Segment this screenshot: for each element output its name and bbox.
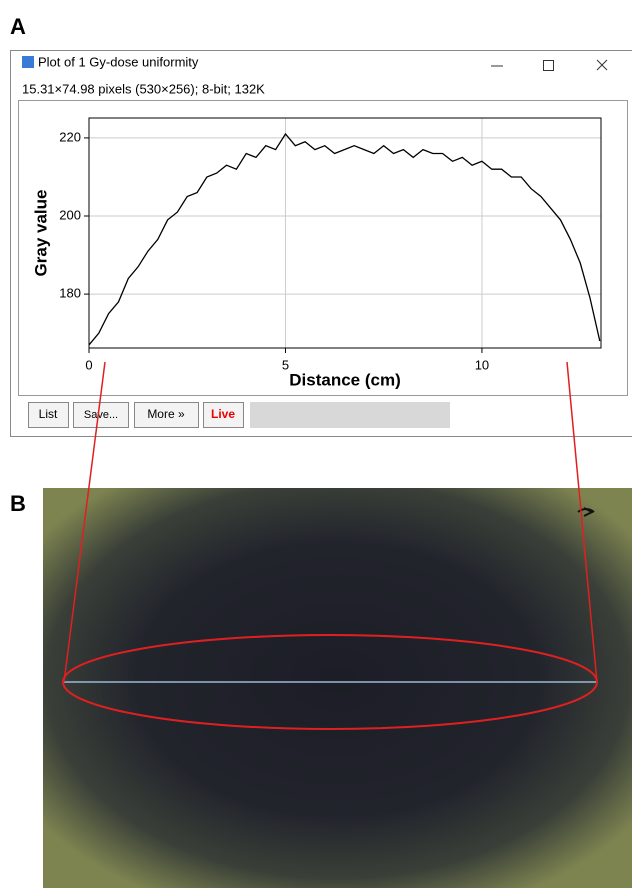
- x-tick-label: 10: [475, 357, 489, 372]
- panel-label: A: [10, 14, 26, 39]
- button-bar: List Save... More » Live: [28, 402, 450, 428]
- close[interactable]: [596, 59, 608, 71]
- x-tick-label: 5: [282, 357, 289, 372]
- x-axis-label: Distance (cm): [289, 370, 400, 389]
- data-line: [88, 132, 601, 346]
- y-tick-label: 180: [59, 286, 81, 301]
- film-photo: [43, 488, 632, 888]
- window-title: Plot of 1 Gy-dose uniformity: [38, 54, 199, 69]
- connector: [566, 361, 598, 683]
- button[interactable]: [134, 402, 199, 428]
- x-tick-label: 0: [85, 357, 92, 372]
- status-box: [250, 402, 450, 428]
- button-label: Save...: [84, 409, 118, 421]
- maximize[interactable]: [543, 60, 554, 71]
- y-tick-label: 200: [59, 207, 81, 222]
- plot: 180 200 220 0 5 10: [59, 117, 602, 372]
- window-icon: [22, 56, 34, 68]
- plot-panel: [18, 100, 628, 396]
- connector: [63, 361, 106, 683]
- window-controls: [491, 59, 608, 71]
- y-tick-label: 220: [59, 129, 81, 144]
- button-label: List: [39, 407, 58, 421]
- button-label: Live: [211, 407, 235, 421]
- button-label: More »: [147, 407, 185, 421]
- y-axis-label: Gray value: [31, 190, 50, 277]
- plot-frame: [88, 117, 602, 349]
- panel-label: B: [10, 491, 26, 516]
- film-mark: [577, 507, 595, 517]
- button[interactable]: [28, 402, 69, 428]
- button[interactable]: [73, 402, 129, 428]
- window-info: 15.31×74.98 pixels (530×256); 8-bit; 132…: [22, 81, 265, 96]
- button[interactable]: [203, 402, 244, 428]
